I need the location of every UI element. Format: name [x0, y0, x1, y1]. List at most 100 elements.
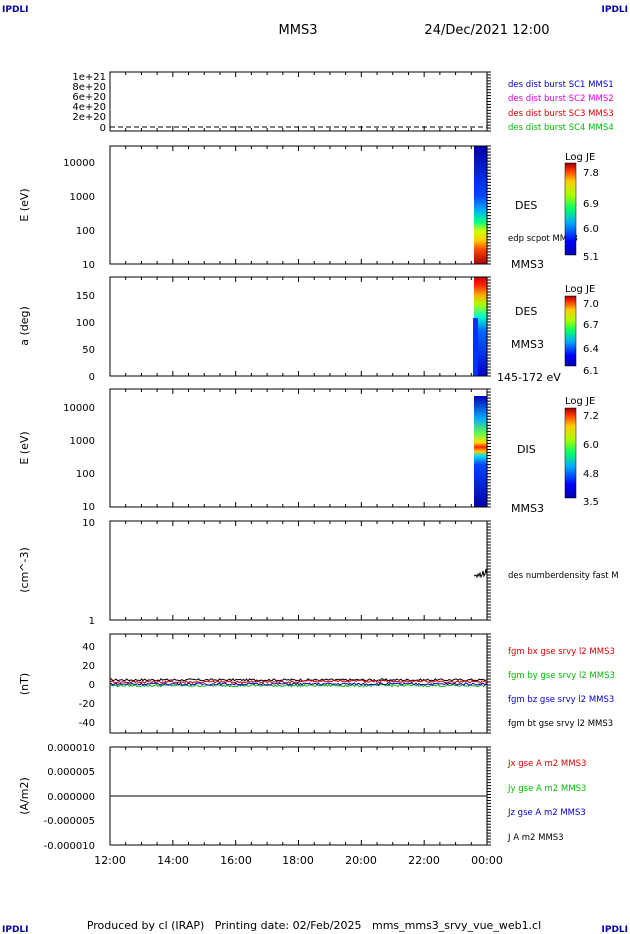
y-axis-label: E (eV): [18, 188, 31, 221]
xtick-label: 12:00: [94, 854, 126, 867]
side-label: DES: [515, 305, 537, 318]
page-title: MMS3: [279, 23, 318, 38]
colorbar-tick: 5.1: [583, 252, 599, 263]
xtick-label: 00:00: [471, 854, 503, 867]
legend-entry: des dist burst SC1 MMS1: [508, 80, 614, 90]
xtick-label: 14:00: [157, 854, 189, 867]
spectrogram-strip: [474, 146, 487, 264]
colorbar-tick: 7.0: [583, 299, 599, 310]
corner-logo-br: IPDLI: [602, 925, 629, 934]
xtick-label: 20:00: [345, 854, 377, 867]
bfield-series-blue: [109, 682, 487, 686]
ytick-label: 100: [76, 318, 95, 329]
panel-dis-energy: E (eV) 10000 1000 100 10 DIS MMS3 Log JE…: [18, 388, 599, 515]
panel-des-pitch: a (deg) 150 100 50 0 DES MMS3 145-172 eV…: [18, 276, 599, 384]
ytick-label: 0: [100, 123, 106, 134]
ytick-label: 20: [82, 661, 95, 672]
legend-entry: fgm by gse srvy l2 MMS3: [508, 671, 615, 681]
colorbar-tick: 6.7: [583, 320, 599, 331]
side-label: edp scpot MMS3: [508, 234, 578, 244]
ytick-label: 4e+20: [72, 102, 106, 113]
footer-text: Produced by cl (IRAP) Printing date: 02/…: [87, 919, 541, 932]
panel-des-energy: E (eV) 10000 1000 100 10 DES edp scpot M…: [18, 145, 599, 271]
bfield-series-red: [109, 679, 487, 684]
ytick-label: 0: [89, 372, 95, 383]
side-label: MMS3: [511, 502, 544, 515]
side-label: DES: [515, 199, 537, 212]
y-axis-label: (cm^-3): [18, 547, 31, 593]
ytick-label: 0.000000: [47, 792, 95, 803]
colorbar-tick: 6.1: [583, 366, 599, 377]
legend-entry: des numberdensity fast M: [508, 571, 619, 581]
ytick-label: 100: [76, 226, 95, 237]
legend-entry: Jz gse A m2 MMS3: [507, 808, 586, 818]
ytick-label: 10: [82, 260, 95, 271]
colorbar-tick: 7.8: [583, 168, 599, 179]
bfield-series-green: [109, 683, 487, 688]
legend-entry: des dist burst SC4 MMS4: [508, 123, 614, 133]
colorbar: [564, 162, 577, 256]
ytick-label: -20: [79, 699, 95, 710]
colorbar-tick: 3.5: [583, 497, 599, 508]
spectrogram-strip: [473, 318, 478, 376]
xtick-label: 18:00: [282, 854, 314, 867]
bfield-series-black: [109, 677, 487, 682]
axis-ticks: [109, 71, 491, 846]
colorbar-tick: 6.4: [583, 344, 599, 355]
side-label: MMS3: [511, 338, 544, 351]
corner-logo-tl: IPDLI: [2, 5, 29, 15]
panel-burst: 1e+21 8e+20 6e+20 4e+20 2e+20 0 des dist…: [72, 71, 614, 134]
ytick-label: 1: [89, 616, 95, 627]
legend-entry: J A m2 MMS3: [507, 833, 564, 843]
legend-entry: des dist burst SC2 MMS2: [508, 94, 614, 104]
panel-density: (cm^-3) 10 1 des numberdensity fast M: [18, 518, 619, 627]
side-label: MMS3: [511, 258, 544, 271]
colorbar-tick: 6.0: [583, 440, 599, 451]
ytick-label: 10: [82, 502, 95, 513]
xtick-label: 16:00: [220, 854, 252, 867]
ytick-label: 0.000005: [47, 767, 95, 778]
ytick-label: -0.000005: [44, 816, 95, 827]
bfield-traces: [109, 677, 487, 688]
ytick-label: 1e+21: [72, 72, 106, 83]
panel-current: (A/m2) 0.000010 0.000005 0.000000 -0.000…: [18, 743, 586, 852]
legend-entry: Jx gse A m2 MMS3: [507, 759, 586, 769]
ytick-label: 6e+20: [72, 92, 106, 103]
ytick-label: 0: [89, 680, 95, 691]
ytick-label: -40: [79, 718, 95, 729]
colorbar-title: Log JE: [565, 284, 595, 295]
legend-entry: fgm bz gse srvy l2 MMS3: [508, 695, 614, 705]
date-label: 24/Dec/2021 12:00: [424, 23, 549, 38]
colorbar-tick: 6.0: [583, 224, 599, 235]
ytick-label: 50: [82, 345, 95, 356]
ytick-label: 100: [76, 469, 95, 480]
ytick-label: 2e+20: [72, 112, 106, 123]
legend-entry: fgm bx gse srvy l2 MMS3: [508, 647, 615, 657]
ytick-label: 1000: [70, 192, 95, 203]
ytick-label: 10: [82, 518, 95, 529]
ytick-label: 150: [76, 291, 95, 302]
side-label: DIS: [517, 443, 536, 456]
y-axis-label: a (deg): [18, 306, 31, 346]
colorbar-tick: 6.9: [583, 199, 599, 210]
colorbar-tick: 7.2: [583, 411, 599, 422]
corner-logo-tr: IPDLI: [602, 5, 629, 15]
ytick-label: 0.000010: [47, 743, 95, 754]
colorbar-title: Log JE: [565, 396, 595, 407]
y-axis-label: (A/m2): [18, 777, 31, 815]
side-label: 145-172 eV: [497, 371, 561, 384]
ytick-label: 40: [82, 642, 95, 653]
x-axis: 12:00 14:00 16:00 18:00 20:00 22:00 00:0…: [94, 854, 503, 867]
legend-entry: des dist burst SC3 MMS3: [508, 109, 614, 119]
y-axis-label: (nT): [18, 673, 31, 695]
ytick-label: 10000: [63, 403, 95, 414]
xtick-label: 22:00: [408, 854, 440, 867]
ytick-label: 10000: [63, 158, 95, 169]
ytick-label: -0.000010: [44, 841, 95, 852]
colorbar-title: Log JE: [565, 152, 595, 163]
colorbar-tick: 4.8: [583, 469, 599, 480]
panel-bfield: (nT) 40 20 0 -20 -40 fgm bx gse srvy l2 …: [18, 633, 615, 734]
colorbar: [564, 295, 577, 367]
ytick-label: 1000: [70, 436, 95, 447]
